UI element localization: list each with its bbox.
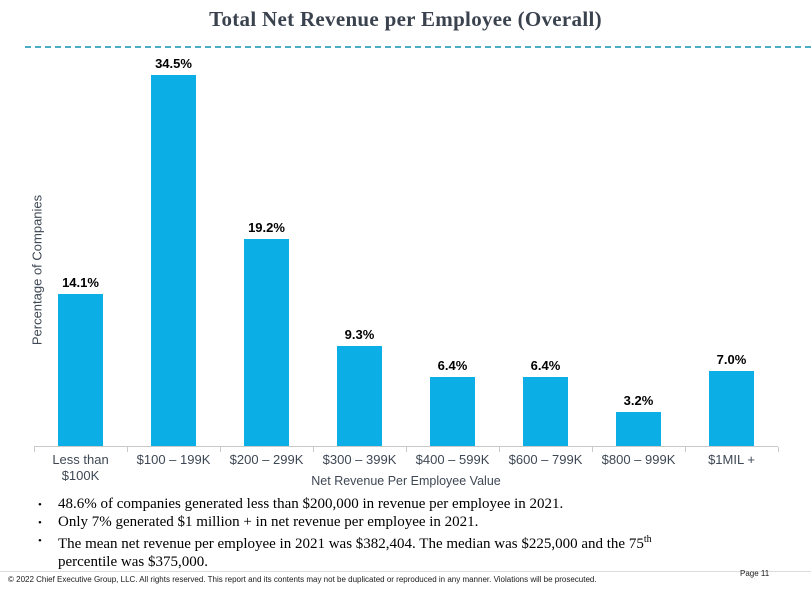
axis-tick <box>778 447 779 452</box>
page-title: Total Net Revenue per Employee (Overall) <box>209 7 602 31</box>
bar <box>244 239 289 446</box>
bar-value-label: 14.1% <box>62 275 99 291</box>
axis-tick <box>220 447 221 452</box>
bar-value-label: 7.0% <box>716 351 747 367</box>
bar-value-label: 6.4% <box>530 358 561 374</box>
bar <box>523 377 568 446</box>
bar-value-label: 19.2% <box>248 220 285 236</box>
axis-tick <box>34 447 35 452</box>
bar <box>58 294 103 446</box>
bar-value-label: 6.4% <box>437 358 468 374</box>
x-axis-category-label: $400 – 599K <box>415 452 490 467</box>
bar-group: 14.1% <box>34 49 127 446</box>
bar <box>616 411 661 446</box>
axis-tick <box>127 447 128 452</box>
x-axis-category-label: $800 – 999K <box>601 452 676 467</box>
bar-group: 7.0% <box>685 49 778 446</box>
x-axis-category-label: Less than $100K <box>52 452 109 483</box>
bar-group: 9.3% <box>313 49 406 446</box>
axis-tick <box>406 447 407 452</box>
bullet-item-3: The mean net revenue per employee in 202… <box>30 531 797 571</box>
bar <box>151 74 196 446</box>
x-axis-category-label: $1MIL + <box>708 452 755 467</box>
bullet-text: 48.6% of companies generated less than $… <box>58 496 564 512</box>
bullet-item-1: 48.6% of companies generated less than $… <box>30 495 797 514</box>
bar-group: 6.4% <box>499 49 592 446</box>
x-axis-category-labels: Less than $100K $100 – 199K $200 – 299K $30… <box>34 452 778 483</box>
copyright-notice: © 2022 Chief Executive Group, LLC. All r… <box>8 575 597 584</box>
bar-chart-plot-area: 14.1% 34.5% 19.2% 9.3% 6.4% 6.4% 3.2% 7.0% <box>34 49 779 452</box>
summary-bullet-list: 48.6% of companies generated less than $… <box>30 495 797 571</box>
x-axis-category-label: $300 – 399K <box>322 452 397 467</box>
bullet-text: Only 7% generated $1 million + in net re… <box>58 514 479 530</box>
footer-divider-line <box>0 571 811 572</box>
bar-value-label: 34.5% <box>155 55 192 71</box>
bullet-item-2: Only 7% generated $1 million + in net re… <box>30 513 797 532</box>
page-number: Page 11 <box>740 569 770 578</box>
bullet-text-wrapped: percentile was $375,000. <box>58 554 208 570</box>
x-axis-category-label: $200 – 299K <box>229 452 304 467</box>
x-axis-category-label: $600 – 799K <box>508 452 583 467</box>
x-axis-title: Net Revenue Per Employee Value <box>311 474 501 488</box>
x-axis-category-label: $100 – 199K <box>136 452 211 467</box>
bullet-text: The mean net revenue per employee in 202… <box>58 536 644 552</box>
bar <box>709 370 754 446</box>
bar <box>430 377 475 446</box>
bar-value-label: 9.3% <box>344 326 375 342</box>
axis-tick <box>313 447 314 452</box>
axis-tick <box>685 447 686 452</box>
bar-group: 3.2% <box>592 49 685 446</box>
bar-group: 34.5% <box>127 49 220 446</box>
bar-value-label: 3.2% <box>623 392 654 408</box>
bullet-superscript: th <box>643 534 652 545</box>
axis-tick <box>592 447 593 452</box>
axis-tick <box>499 447 500 452</box>
bar <box>337 345 382 446</box>
bar-group: 6.4% <box>406 49 499 446</box>
bar-group: 19.2% <box>220 49 313 446</box>
title-divider-dashed-line <box>25 46 811 48</box>
